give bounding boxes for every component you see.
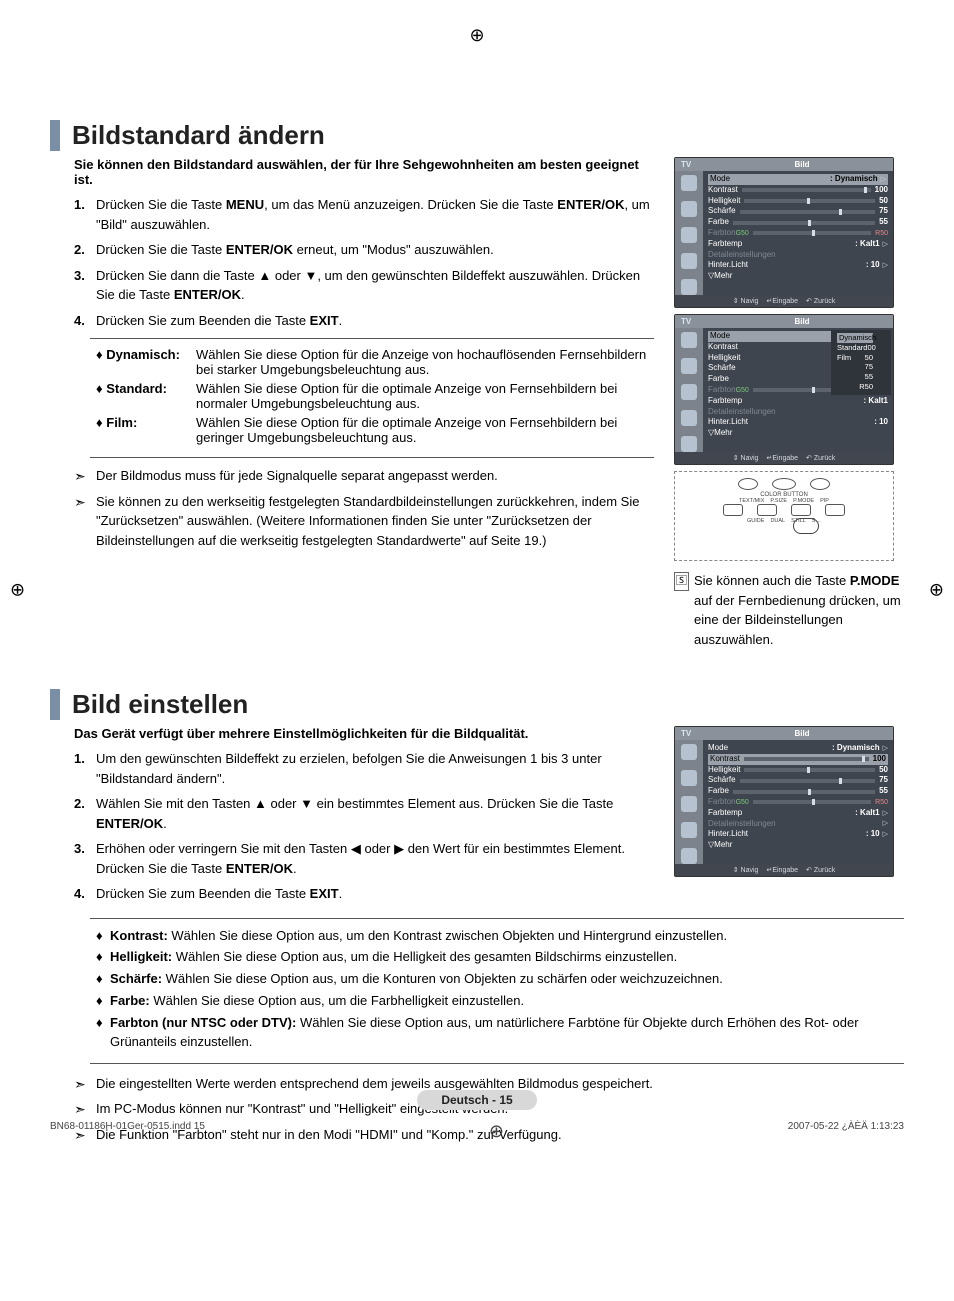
- crop-mark-right-icon: ⊕: [929, 580, 944, 601]
- osd-label: Hinter.Licht: [708, 260, 748, 271]
- step: 4.Drücken Sie zum Beenden die Taste EXIT…: [74, 311, 654, 331]
- mode-desc: Wählen Sie diese Option für die optimale…: [196, 415, 648, 445]
- osd-screenshot-1: TVBild Mode: Dynamisch▷ Kontrast100 Hell…: [674, 157, 894, 308]
- bullet-label: Helligkeit:: [110, 949, 172, 964]
- slider-icon: [744, 199, 875, 203]
- osd-value: 100: [875, 185, 888, 196]
- bullet-label: Kontrast:: [110, 928, 168, 943]
- osd-label: Schärfe: [708, 206, 736, 217]
- step-text: Drücken Sie dann die Taste ▲ oder ▼, um …: [96, 268, 640, 303]
- step: 2.Drücken Sie die Taste ENTER/OK erneut,…: [74, 240, 654, 260]
- section2-intro: Das Gerät verfügt über mehrere Einstellm…: [50, 726, 654, 741]
- mode-label: Film:: [96, 415, 196, 445]
- right-triangle-icon: ▷: [881, 176, 886, 183]
- step: 3.Drücken Sie dann die Taste ▲ oder ▼, u…: [74, 266, 654, 305]
- crop-mark-top-icon: ⊕: [469, 25, 484, 46]
- osd-footer: ⇕ Navig ↵Eingabe ↶ Zurück: [675, 295, 893, 307]
- note: Sie können zu den werkseitig festgelegte…: [74, 492, 654, 551]
- osd-r50: R50: [875, 229, 888, 238]
- bullet-label: Schärfe:: [110, 971, 162, 986]
- bullet-label: Farbton (nur NTSC oder DTV):: [110, 1015, 296, 1030]
- step: 3.Erhöhen oder verringern Sie mit den Ta…: [74, 839, 654, 878]
- pmode-note: Sie können auch die Taste P.MODE auf der…: [674, 571, 904, 649]
- step: 1.Drücken Sie die Taste MENU, um das Men…: [74, 195, 654, 234]
- osd-popup: Dynamisch Standard00 Film50 75 55 R50: [831, 330, 891, 395]
- bullet-desc: Wählen Sie diese Option aus, um die Kont…: [162, 971, 723, 986]
- popup-dynamisch: Dynamisch: [837, 333, 873, 343]
- crop-mark-bottom-icon: ⊕: [489, 1121, 504, 1142]
- osd-label: Kontrast: [708, 185, 738, 196]
- remote-diagram: COLOR BUTTON TEXT/MIX P.SIZE P.MODE PIP …: [674, 471, 894, 561]
- note: Der Bildmodus muss für jede Signalquelle…: [74, 466, 654, 486]
- section-bild-einstellen: Bild einstellen Das Gerät verfügt über m…: [50, 689, 904, 1144]
- section1-title: Bildstandard ändern: [50, 120, 904, 151]
- step: 2.Wählen Sie mit den Tasten ▲ oder ▼ ein…: [74, 794, 654, 833]
- section1-steps: 1.Drücken Sie die Taste MENU, um das Men…: [50, 195, 654, 330]
- mode-label: Dynamisch:: [96, 347, 196, 377]
- adjust-options-box: Kontrast: Wählen Sie diese Option aus, u…: [90, 918, 904, 1064]
- osd-value: 50: [879, 196, 888, 207]
- osd-value: 75: [879, 206, 888, 217]
- slider-icon: [740, 210, 876, 214]
- pmode-highlight-oval-icon: [793, 518, 819, 534]
- page-number-pill: Deutsch - 15: [417, 1090, 537, 1110]
- osd-label: Detaileinstellungen: [708, 250, 776, 261]
- slider-icon: [733, 221, 875, 225]
- bullet-desc: Wählen Sie diese Option aus, um den Kont…: [168, 928, 727, 943]
- right-triangle-icon: ▷: [883, 262, 888, 269]
- osd-mode-label: Mode: [710, 174, 730, 185]
- section1-intro: Sie können den Bildstandard auswählen, d…: [50, 157, 654, 187]
- slider-icon: [753, 231, 871, 235]
- mode-desc: Wählen Sie diese Option für die optimale…: [196, 381, 648, 411]
- step-text: Drücken Sie die Taste MENU, um das Menü …: [96, 197, 650, 232]
- popup-standard: Standard: [837, 343, 867, 353]
- osd-mode-value: : Dynamisch: [830, 174, 878, 183]
- indd-filename: BN68-01186H-01Ger-0515.indd 15: [50, 1121, 205, 1142]
- right-triangle-icon: ▷: [883, 241, 888, 248]
- osd-label: Farbtemp: [708, 239, 742, 250]
- crop-mark-left-icon: ⊕: [10, 580, 25, 601]
- mode-label: Standard:: [96, 381, 196, 411]
- osd-value: : Kalt1: [855, 239, 879, 248]
- section-bildstandard: Bildstandard ändern Sie können den Bilds…: [50, 120, 904, 649]
- back-icon: ↶: [806, 298, 812, 305]
- osd-label: Helligkeit: [708, 196, 740, 207]
- indesign-footer: BN68-01186H-01Ger-0515.indd 15 ⊕ 2007-05…: [50, 1121, 904, 1142]
- osd-label: Farbton: [708, 228, 736, 239]
- section2-steps: 1.Um den gewünschten Bildeffekt zu erzie…: [50, 749, 654, 904]
- osd-screenshot-3: TVBild Mode: Dynamisch▷ Kontrast100 Hell…: [674, 726, 894, 877]
- section2-title: Bild einstellen: [50, 689, 904, 720]
- popup-film: Film: [837, 353, 851, 363]
- osd-title: Bild: [711, 158, 893, 171]
- remote-label: DUAL: [770, 518, 785, 524]
- mode-description-box: Dynamisch:Wählen Sie diese Option für di…: [90, 338, 654, 458]
- step: 4.Drücken Sie zum Beenden die Taste EXIT…: [74, 884, 654, 904]
- section1-notes: Der Bildmodus muss für jede Signalquelle…: [50, 466, 654, 550]
- step-text: Drücken Sie zum Beenden die Taste EXIT.: [96, 313, 342, 328]
- updown-icon: ⇕: [733, 298, 739, 305]
- osd-mehr: ▽Mehr: [708, 271, 732, 282]
- osd-screenshot-2: TVBild Mode Kontrast Helligkeit Schärfe …: [674, 314, 894, 465]
- indd-timestamp: 2007-05-22 ¿ÀÈÄ 1:13:23: [788, 1121, 904, 1142]
- bullet-label: Farbe:: [110, 993, 150, 1008]
- step-text: Drücken Sie die Taste ENTER/OK erneut, u…: [96, 242, 494, 257]
- bullet-desc: Wählen Sie diese Option aus, um die Hell…: [172, 949, 677, 964]
- remote-label: GUIDE: [747, 518, 764, 524]
- osd-icon-column: [675, 171, 703, 295]
- osd-label: Farbe: [708, 217, 729, 228]
- osd-g50: G50: [736, 229, 749, 238]
- osd-tv-label: TV: [675, 158, 711, 171]
- osd-value: : 10: [866, 260, 880, 269]
- mode-desc: Wählen Sie diese Option für die Anzeige …: [196, 347, 648, 377]
- osd-value: 55: [879, 217, 888, 228]
- bullet-desc: Wählen Sie diese Option aus, um die Farb…: [150, 993, 524, 1008]
- slider-icon: [742, 188, 871, 192]
- step: 1.Um den gewünschten Bildeffekt zu erzie…: [74, 749, 654, 788]
